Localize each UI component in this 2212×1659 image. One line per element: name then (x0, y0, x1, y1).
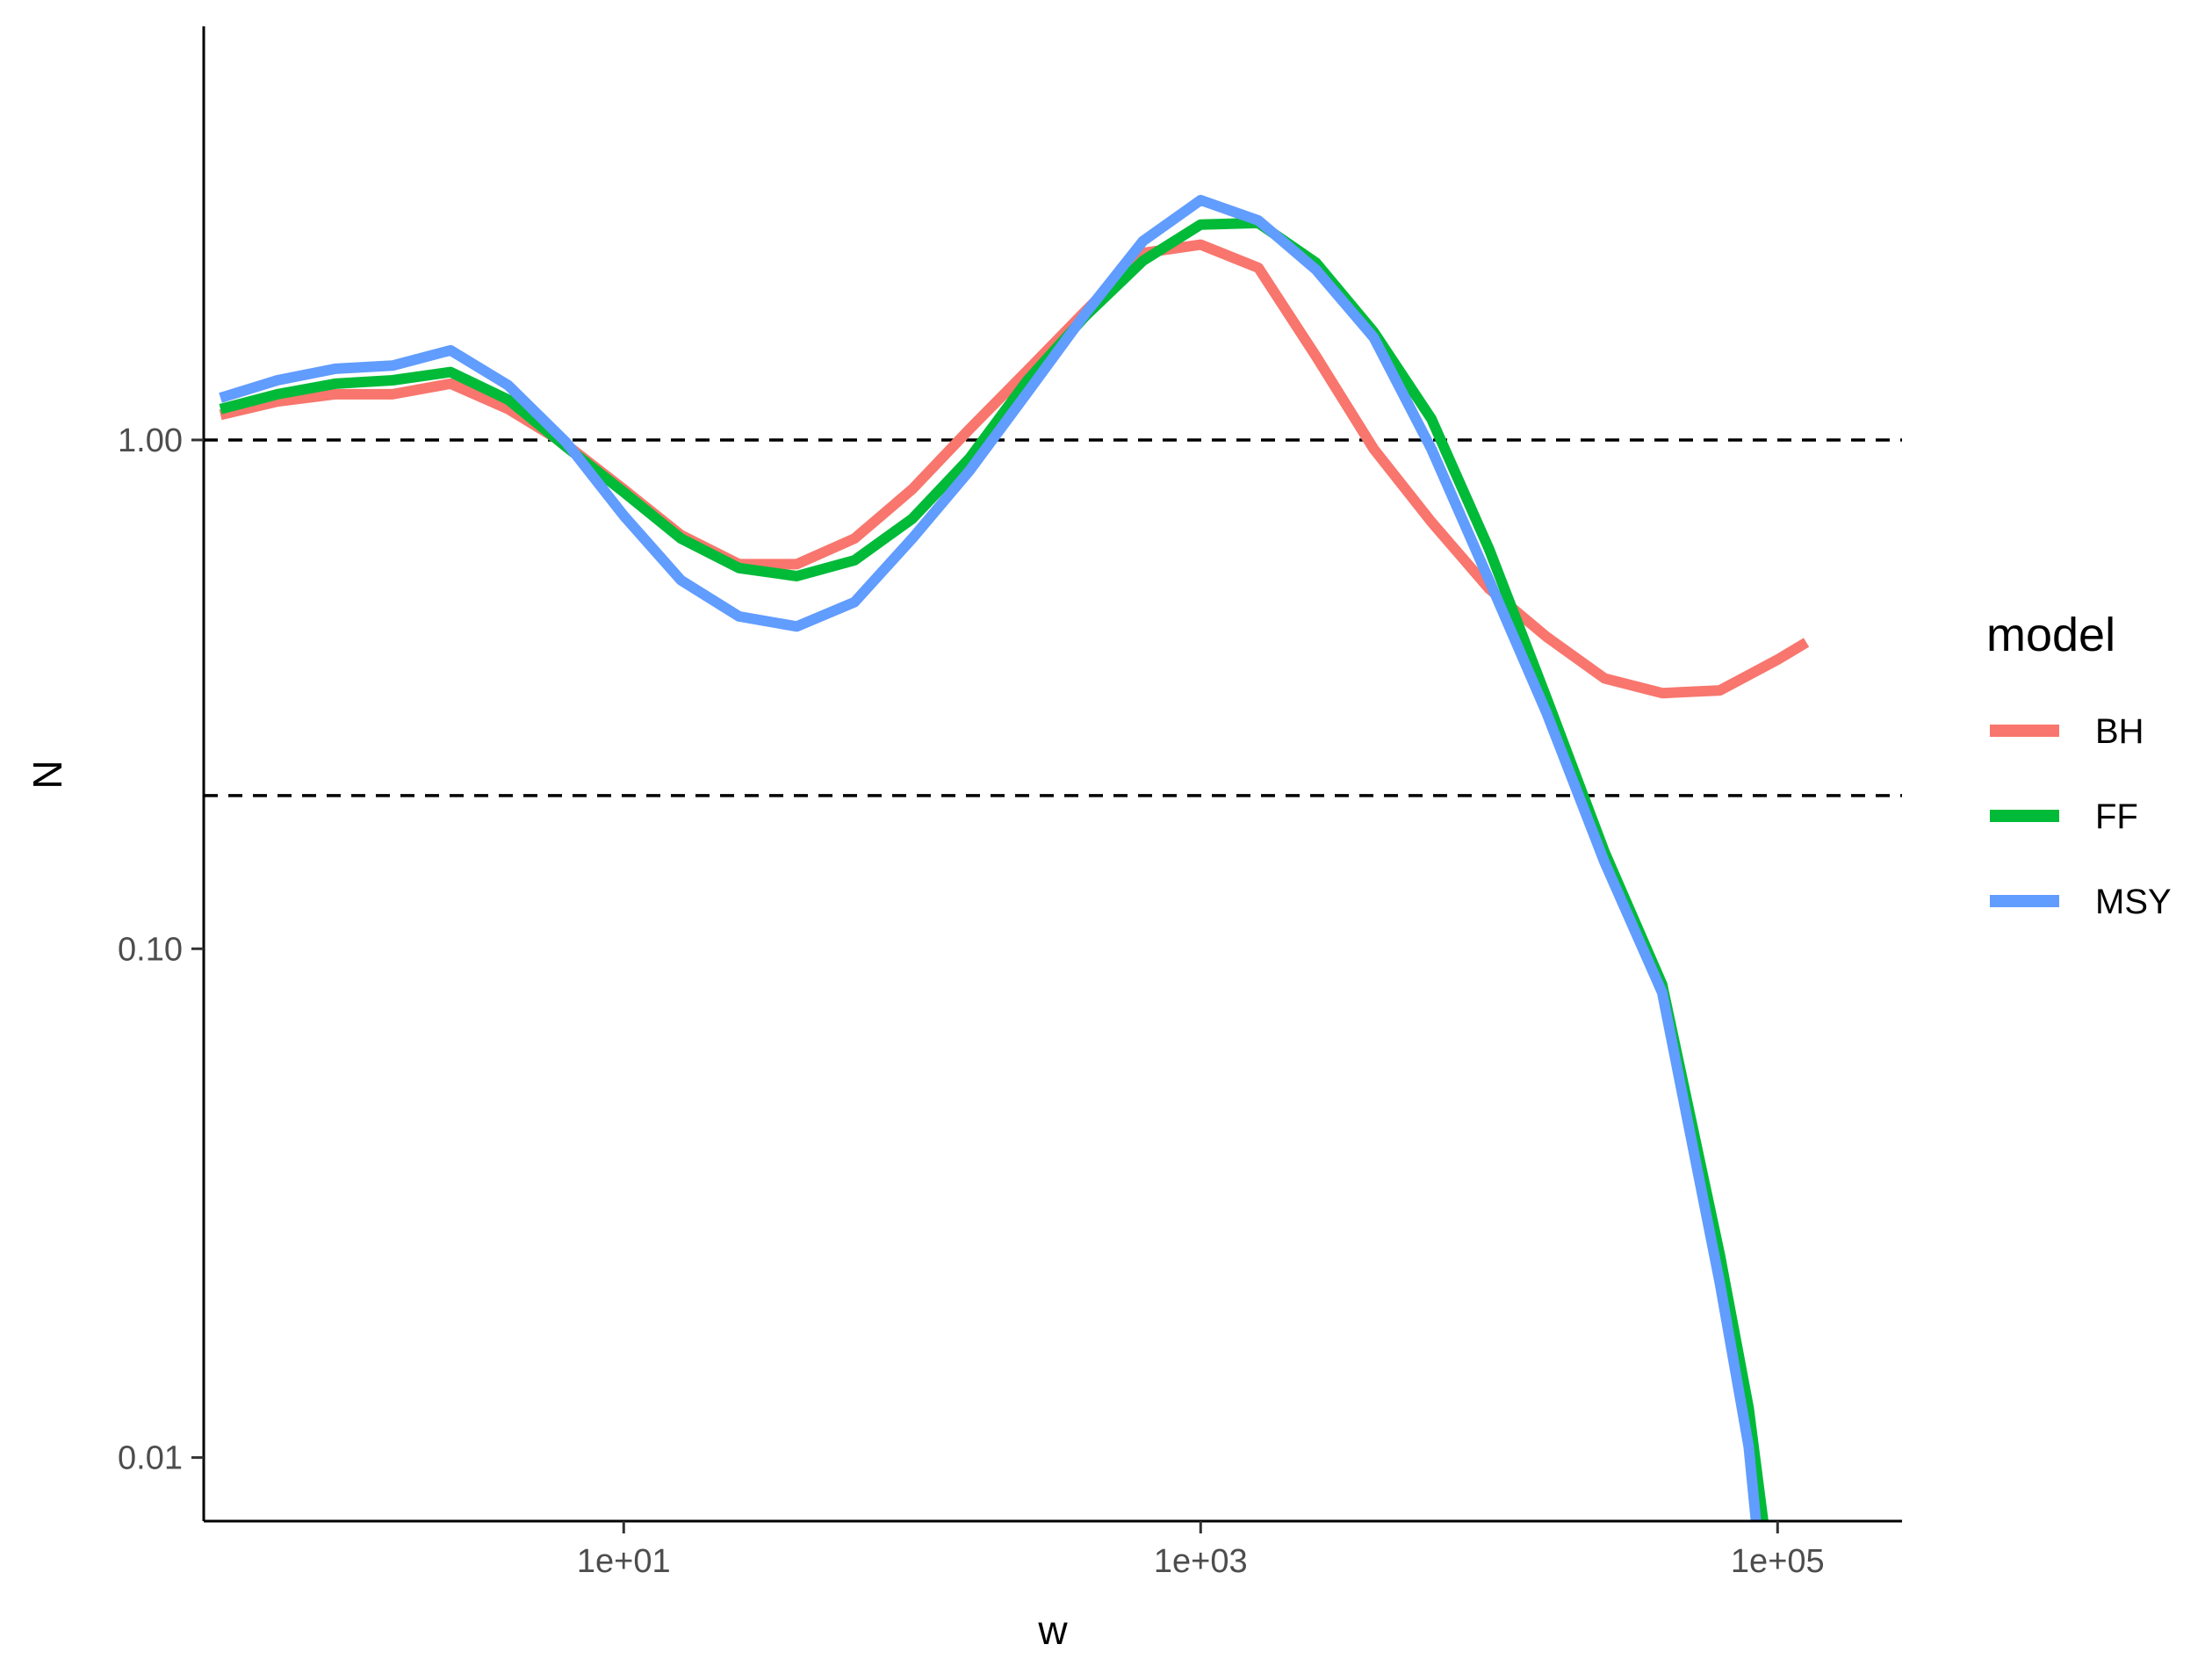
y-tick-label: 0.01 (118, 1440, 183, 1477)
y-tick-label: 1.00 (118, 422, 183, 459)
series-line-bh (219, 239, 1810, 699)
series-lines (219, 194, 1810, 1521)
series-line-ff (219, 217, 1769, 1521)
x-tick-label: 1e+05 (1731, 1543, 1825, 1580)
y-ticks: 1.00 0.10 0.01 (118, 422, 204, 1477)
reference-lines (204, 438, 1902, 797)
x-axis-title: w (1037, 1607, 1068, 1653)
x-tick-label: 1e+03 (1154, 1543, 1248, 1580)
x-ticks: 1e+01 1e+03 1e+05 (577, 1521, 1825, 1580)
y-tick-label: 0.10 (118, 931, 183, 968)
x-tick-label: 1e+01 (577, 1543, 671, 1580)
axes (202, 26, 1902, 1523)
y-axis-title: N (25, 760, 70, 789)
legend-label-ff: FF (2095, 797, 2138, 836)
legend: model BH FF MSY (1986, 609, 2172, 921)
legend-title: model (1986, 609, 2115, 661)
series-line-msy (219, 194, 1762, 1521)
legend-label-bh: BH (2095, 712, 2144, 751)
legend-label-msy: MSY (2095, 883, 2172, 921)
